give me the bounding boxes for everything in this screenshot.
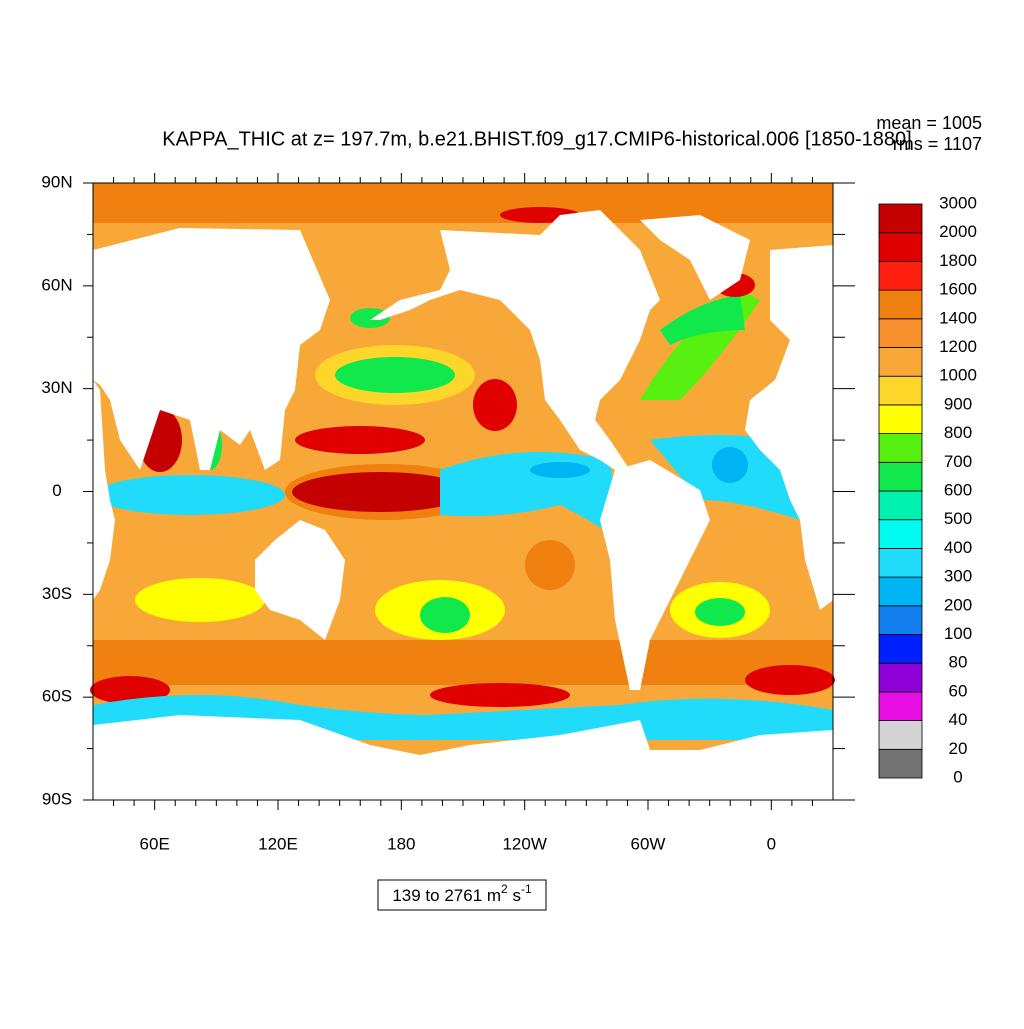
contour-blob [292, 472, 468, 512]
eurasia [93, 228, 330, 470]
colorbar-label: 1800 [939, 251, 977, 270]
arctic-band [93, 183, 833, 223]
contour-band [93, 640, 833, 685]
colorbar-box [878, 748, 923, 779]
y-tick-label: 30N [41, 378, 72, 397]
contour-blob [420, 597, 470, 633]
antarctica [93, 715, 833, 800]
colorbar-box [878, 490, 923, 521]
contour-blob [660, 295, 745, 345]
x-tick-label: 60W [631, 834, 666, 853]
contour-blob [135, 578, 265, 622]
y-tick-label: 30S [42, 584, 72, 603]
contour-blob [335, 357, 455, 393]
south-america [600, 460, 710, 690]
colorbar-box [878, 691, 923, 722]
colorbar-box [878, 720, 923, 750]
contour-blob [473, 379, 517, 431]
colorbar-label: 40 [949, 710, 968, 729]
range-box [377, 879, 547, 911]
colorbar-box [878, 519, 923, 549]
colorbar-box [878, 634, 923, 664]
range-text: s [508, 886, 521, 905]
colorbar-label: 20 [949, 739, 968, 758]
contour-blob [712, 447, 748, 483]
x-tick-label: 120E [258, 834, 298, 853]
colorbar-box [878, 548, 923, 578]
colorbar-label: 1000 [939, 366, 977, 385]
y-tick-label: 90N [41, 172, 72, 191]
colorbar-box [878, 203, 923, 234]
colorbar-box [878, 662, 923, 693]
colorbar-label: 1200 [939, 337, 977, 356]
x-tick-label: 60E [140, 834, 170, 853]
colorbar-box [878, 318, 923, 348]
stat-mean: mean = 1005 [876, 113, 982, 133]
australia [255, 520, 345, 640]
colorbar-box [878, 605, 923, 635]
contour-blob [530, 462, 590, 478]
range-sup: -1 [521, 882, 532, 896]
colorbar-label: 1400 [939, 308, 977, 327]
contour-blob [745, 665, 835, 695]
colorbar-label: 900 [944, 394, 972, 413]
contour-blob [95, 475, 285, 515]
north-america [370, 210, 660, 470]
colorbar-box [878, 404, 923, 434]
y-tick-label: 60S [42, 687, 72, 706]
colorbar-box [878, 461, 923, 492]
colorbar-box [878, 347, 923, 377]
colorbar-label: 0 [953, 767, 962, 786]
colorbar-box [878, 289, 923, 320]
colorbar-label: 200 [944, 595, 972, 614]
colorbar-label: 3000 [939, 193, 977, 212]
colorbar-box [878, 260, 923, 291]
colorbar-label: 600 [944, 480, 972, 499]
y-tick-label: 90S [42, 789, 72, 808]
stat-rms: rms = 1107 [893, 134, 982, 154]
x-tick-label: 180 [387, 834, 415, 853]
colorbar-label: 300 [944, 567, 972, 586]
colorbar-label: 60 [949, 681, 968, 700]
y-tick-label: 60N [41, 275, 72, 294]
contour-blob [430, 683, 570, 707]
land [93, 210, 833, 800]
contour-blob [695, 598, 745, 626]
x-tick-label: 120W [502, 834, 546, 853]
colorbar-box [878, 576, 923, 607]
colorbar-label: 500 [944, 509, 972, 528]
colorbar-label: 700 [944, 452, 972, 471]
x-tick-label: 0 [767, 834, 776, 853]
range-text: 139 to 2761 m [392, 886, 501, 905]
colorbar-label: 400 [944, 538, 972, 557]
colorbar-box [878, 375, 923, 406]
colorbar-box [878, 433, 923, 463]
title: KAPPA_THIC at z= 197.7m, b.e21.BHIST.f09… [162, 128, 911, 150]
contour-blob [525, 540, 575, 590]
greenland [640, 215, 750, 300]
contour-blob [90, 676, 170, 704]
colorbar-box [878, 232, 923, 262]
europe-africa [745, 245, 833, 610]
africa-east [93, 380, 115, 600]
y-tick-label: 0 [52, 481, 61, 500]
colorbar-label: 1600 [939, 280, 977, 299]
range-label: 139 to 2761 m2 s-1 [392, 882, 532, 905]
colorbar-label: 2000 [939, 222, 977, 241]
colorbar-label: 80 [949, 653, 968, 672]
contour-blob [295, 426, 425, 454]
colorbar-label: 100 [944, 624, 972, 643]
range-sup: 2 [501, 882, 508, 896]
colorbar-label: 800 [944, 423, 972, 442]
contour-blob [350, 308, 390, 328]
